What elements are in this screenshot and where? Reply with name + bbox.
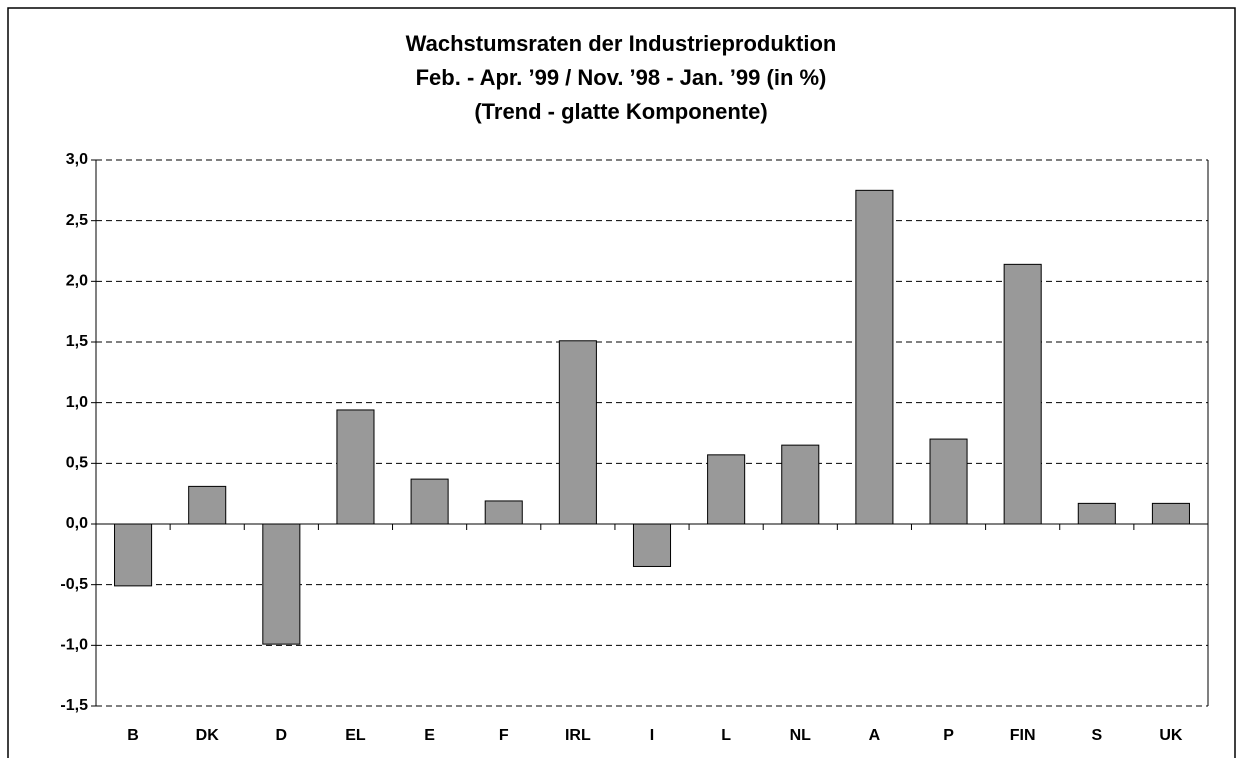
x-tick-label: E <box>424 727 435 744</box>
y-tick-label: 0,0 <box>66 515 88 532</box>
chart-title: Wachstumsraten der Industrieproduktion <box>406 31 837 56</box>
bar <box>1151 502 1190 525</box>
chart-title: (Trend - glatte Komponente) <box>474 99 767 124</box>
x-tick-label: UK <box>1159 727 1183 744</box>
x-tick-label: D <box>276 727 288 744</box>
bar <box>336 409 375 525</box>
x-tick-label: F <box>499 727 509 744</box>
x-tick-label: I <box>650 727 654 744</box>
chart-frame <box>7 7 1236 758</box>
chart-title: Feb. - Apr. ’99 / Nov. ’98 - Jan. ’99 (i… <box>416 65 827 90</box>
bar <box>484 500 523 525</box>
x-tick-label: IRL <box>565 727 591 744</box>
bar <box>1003 263 1042 525</box>
bar <box>558 340 597 525</box>
bar <box>707 454 746 525</box>
y-tick-label: 0,5 <box>66 455 88 472</box>
y-tick-label: 3,0 <box>66 151 88 168</box>
bar <box>781 444 820 525</box>
y-tick-label: 1,0 <box>66 394 88 411</box>
x-tick-label: L <box>721 727 731 744</box>
x-tick-label: B <box>127 727 139 744</box>
x-tick-label: NL <box>790 727 812 744</box>
y-tick-label: 2,0 <box>66 273 88 290</box>
bar <box>188 485 227 525</box>
y-tick-label: -1,0 <box>60 637 88 654</box>
bar <box>262 523 301 645</box>
bar <box>1077 502 1116 525</box>
x-tick-label: P <box>943 727 954 744</box>
x-tick-label: DK <box>196 727 220 744</box>
x-tick-label: A <box>869 727 881 744</box>
bar <box>632 523 672 567</box>
y-tick-label: 1,5 <box>66 333 88 350</box>
bar <box>114 523 153 587</box>
bar <box>410 478 449 525</box>
x-tick-label: S <box>1091 727 1102 744</box>
x-tick-label: FIN <box>1010 727 1036 744</box>
y-tick-label: 2,5 <box>66 212 88 229</box>
bar <box>855 189 894 525</box>
x-tick-label: EL <box>345 727 366 744</box>
y-tick-label: -0,5 <box>60 576 88 593</box>
y-tick-label: -1,5 <box>60 697 88 714</box>
bar <box>929 438 968 525</box>
